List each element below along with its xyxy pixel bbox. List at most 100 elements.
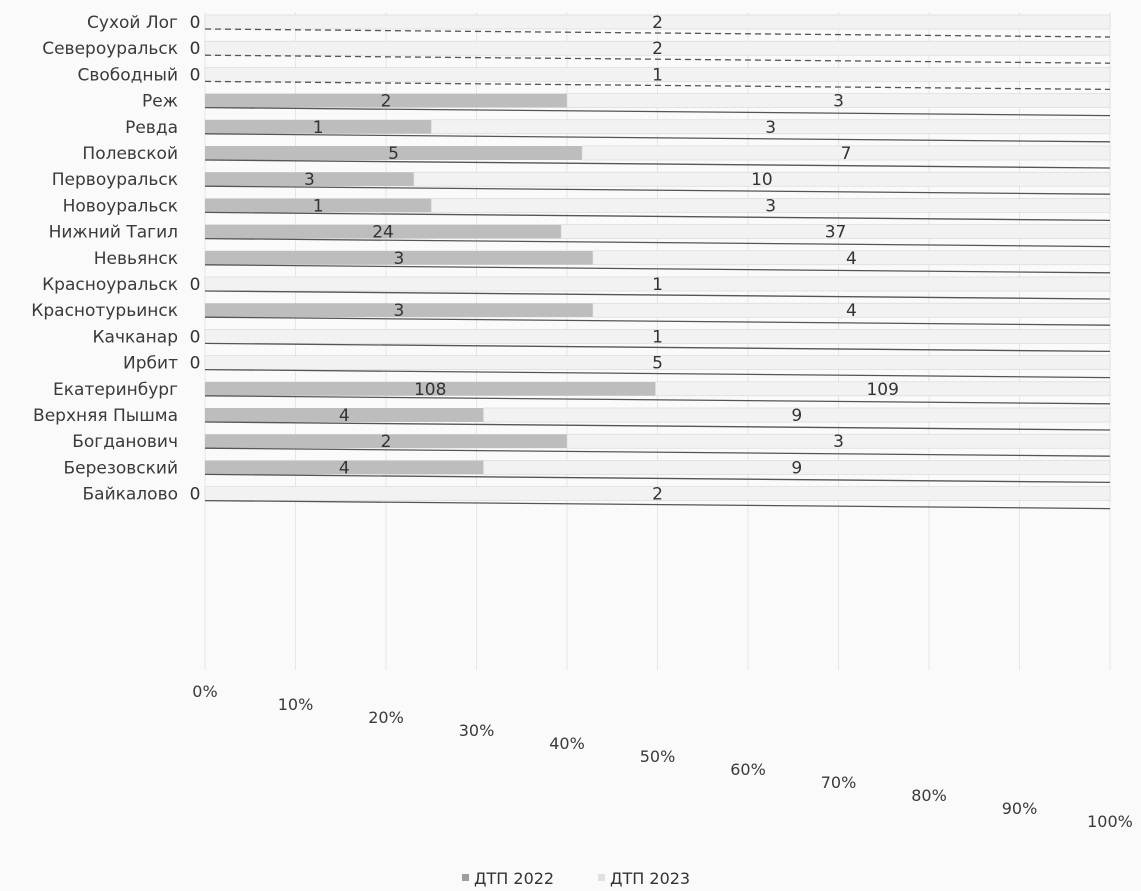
row-separator bbox=[204, 342, 1111, 353]
chart-bars bbox=[204, 14, 1111, 510]
data-label-2022: 2 bbox=[381, 92, 392, 112]
x-tick-label: 40% bbox=[549, 734, 585, 753]
bar-2023-11 bbox=[592, 302, 1111, 318]
data-label-2022: 0 bbox=[190, 354, 201, 374]
data-label-2023: 1 bbox=[652, 327, 663, 347]
bar-2022-17 bbox=[205, 460, 484, 475]
bar-2022-6 bbox=[205, 172, 414, 187]
data-label-2022: 0 bbox=[190, 275, 201, 295]
data-label-2022: 0 bbox=[190, 13, 201, 33]
data-label-2023: 3 bbox=[833, 432, 844, 452]
chart-legend: ДТП 2022 ДТП 2023 bbox=[462, 869, 690, 888]
bar-2023-15 bbox=[483, 407, 1111, 423]
legend-label-2022: ДТП 2022 bbox=[474, 869, 554, 888]
bar-2023-6 bbox=[413, 171, 1111, 187]
category-label: Свободный bbox=[77, 65, 178, 85]
data-label-2023: 3 bbox=[765, 196, 776, 216]
row-separator bbox=[204, 28, 1111, 38]
data-label-2023: 109 bbox=[866, 380, 898, 400]
bar-2022-14 bbox=[205, 381, 656, 396]
bar-2023-3 bbox=[566, 93, 1111, 108]
data-label-2023: 1 bbox=[652, 275, 663, 295]
row-separator bbox=[204, 473, 1111, 484]
bar-2022-16 bbox=[205, 434, 567, 449]
row-separator bbox=[204, 290, 1111, 300]
data-label-2022: 0 bbox=[190, 485, 201, 505]
category-label: Верхняя Пышма bbox=[33, 406, 178, 426]
row-separator bbox=[204, 237, 1111, 248]
data-label-2023: 3 bbox=[765, 118, 776, 138]
data-label-2023: 3 bbox=[833, 92, 844, 112]
row-separator bbox=[204, 395, 1111, 405]
data-label-2023: 4 bbox=[846, 301, 857, 321]
row-separator bbox=[204, 499, 1111, 510]
legend-label-2023: ДТП 2023 bbox=[610, 869, 690, 888]
bar-2023-16 bbox=[566, 433, 1111, 449]
x-tick-label: 50% bbox=[640, 747, 676, 766]
category-axis-labels: Сухой Лог Североуральск Свободный Реж Ревда П… bbox=[31, 13, 178, 505]
data-label-2023: 9 bbox=[791, 458, 802, 478]
row-separator bbox=[204, 133, 1111, 143]
data-label-2022: 0 bbox=[190, 65, 201, 85]
row-separator bbox=[204, 185, 1111, 195]
category-label: Березовский bbox=[63, 458, 178, 478]
x-axis-tick-labels: 0% 10% 20% 30% 40% 50% 60% 70% 80% 90% 100% bbox=[192, 682, 1133, 831]
bar-2023-1 bbox=[204, 40, 1111, 56]
data-label-2023: 2 bbox=[652, 39, 663, 59]
x-tick-label: 30% bbox=[459, 721, 495, 740]
data-label-2022: 0 bbox=[190, 327, 201, 347]
row-separator bbox=[204, 106, 1111, 117]
row-separator bbox=[204, 368, 1111, 379]
data-label-2022: 1 bbox=[313, 118, 324, 138]
category-label: Североуральск bbox=[42, 39, 178, 59]
row-separator bbox=[204, 80, 1111, 91]
bar-2023-9 bbox=[592, 250, 1111, 266]
data-label-2023: 10 bbox=[751, 170, 773, 190]
data-label-2023: 9 bbox=[791, 406, 802, 426]
row-separator bbox=[204, 264, 1111, 274]
data-label-2023: 4 bbox=[846, 249, 857, 269]
bar-2023-10 bbox=[204, 276, 1111, 292]
category-label: Реж bbox=[142, 92, 178, 112]
row-separator bbox=[204, 159, 1111, 169]
bar-2022-7 bbox=[205, 198, 432, 213]
legend-swatch-2022 bbox=[462, 874, 469, 881]
category-label: Ирбит bbox=[123, 354, 178, 374]
bar-2022-8 bbox=[205, 224, 562, 239]
data-label-2023: 37 bbox=[825, 223, 847, 243]
bar-2023-8 bbox=[560, 224, 1111, 239]
bar-2023-18 bbox=[204, 486, 1111, 501]
data-label-2022: 3 bbox=[304, 170, 315, 190]
legend-swatch-2023 bbox=[598, 874, 605, 881]
category-label: Первоуральск bbox=[52, 170, 178, 190]
bar-2023-13 bbox=[204, 355, 1111, 370]
bar-2023-12 bbox=[204, 329, 1111, 344]
category-label: Качканар bbox=[92, 327, 178, 347]
data-label-2022: 5 bbox=[388, 144, 399, 164]
bar-2023-17 bbox=[483, 460, 1111, 475]
category-label: Краснотурьинск bbox=[31, 301, 178, 321]
data-label-2022: 0 bbox=[190, 39, 201, 59]
x-tick-label: 100% bbox=[1087, 812, 1133, 831]
category-label: Богданович bbox=[72, 432, 178, 452]
data-label-2023: 5 bbox=[652, 354, 663, 374]
bar-2022-3 bbox=[205, 93, 567, 108]
data-label-2022: 3 bbox=[394, 249, 405, 269]
x-tick-label: 90% bbox=[1002, 799, 1038, 818]
data-label-2023: 2 bbox=[652, 485, 663, 505]
x-tick-label: 0% bbox=[192, 682, 217, 701]
row-separator bbox=[204, 447, 1111, 457]
row-separator bbox=[204, 211, 1111, 222]
data-label-2022: 1 bbox=[313, 196, 324, 216]
data-label-2022: 108 bbox=[414, 380, 446, 400]
bar-2022-4 bbox=[205, 119, 432, 134]
x-tick-label: 10% bbox=[278, 695, 314, 714]
row-separator bbox=[204, 316, 1111, 326]
data-label-2022: 3 bbox=[394, 301, 405, 321]
x-tick-label: 70% bbox=[821, 773, 857, 792]
data-label-2022: 4 bbox=[339, 458, 350, 478]
bar-2023-0 bbox=[204, 14, 1111, 30]
bar-2023-2 bbox=[204, 67, 1111, 82]
category-label: Сухой Лог bbox=[87, 13, 178, 33]
